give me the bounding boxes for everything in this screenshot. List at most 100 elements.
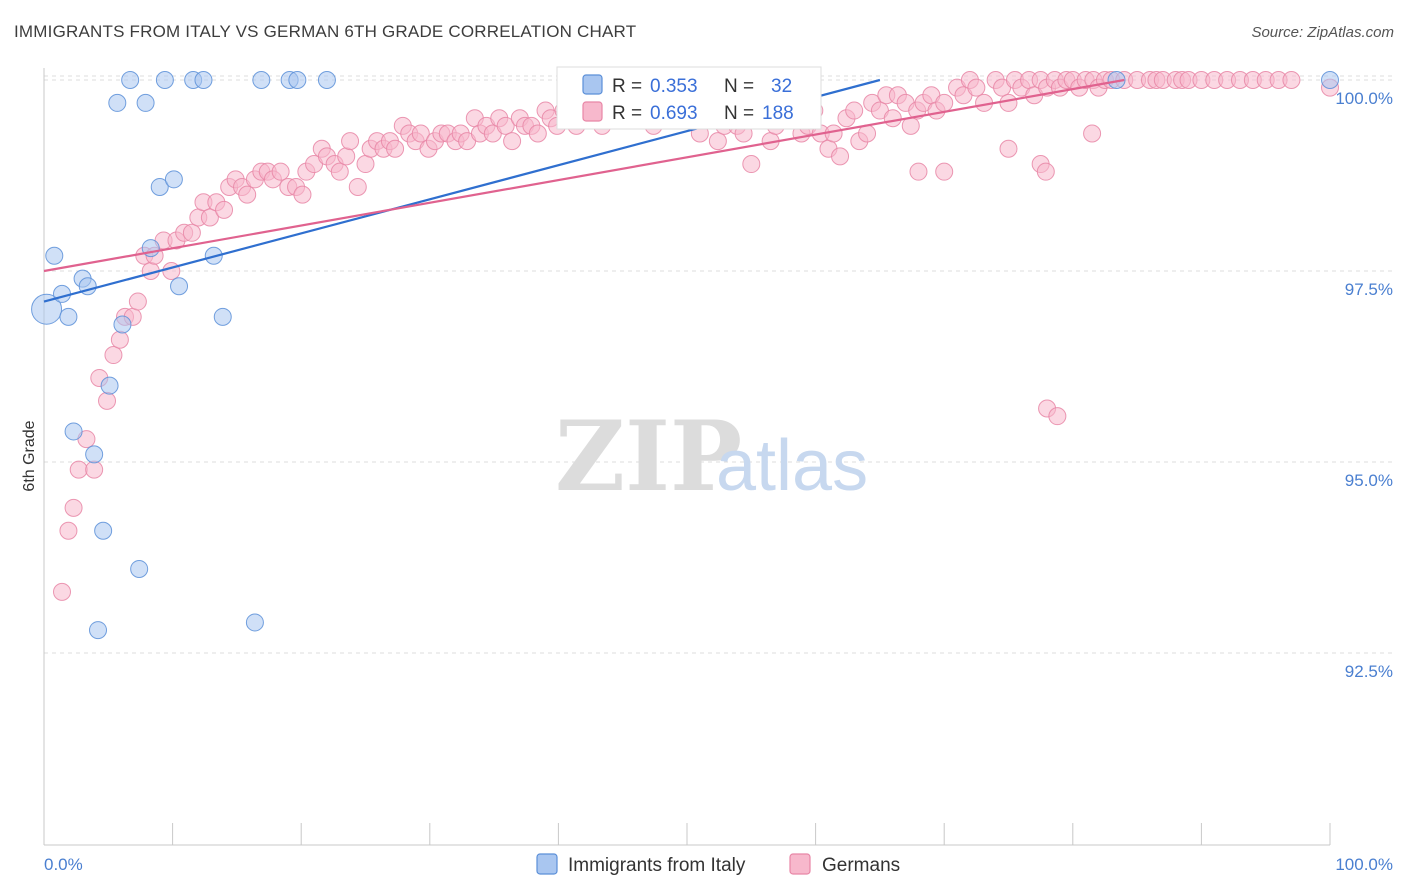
german-point-179	[1048, 407, 1067, 426]
german-point-44	[337, 147, 356, 166]
legend-n-value-italy: 32	[771, 76, 792, 97]
german-point-9	[110, 330, 129, 349]
y-tick-label-1: 95.0%	[1345, 471, 1393, 490]
y-tick-labels: 92.5% 95.0% 97.5% 100.0%	[1335, 89, 1393, 681]
italy-point-12	[113, 315, 132, 334]
legend-swatch-italy	[582, 74, 603, 95]
german-point-23	[200, 208, 219, 227]
italy-point-3	[59, 307, 78, 326]
german-point-1	[59, 521, 78, 540]
italy-point-11	[108, 93, 127, 112]
italy-point-0	[31, 293, 63, 325]
italy-point-13	[121, 71, 140, 89]
italy-point-19	[164, 170, 183, 189]
x-ticks	[43, 823, 1331, 845]
correlation-legend: R = 0.353 N = 32 R = 0.693 N = 188	[556, 66, 822, 130]
y-tick-label-2: 97.5%	[1345, 280, 1393, 299]
italy-point-28	[288, 71, 307, 89]
german-point-25	[215, 200, 234, 219]
legend-r-value-italy: 0.353	[650, 76, 698, 97]
legend-r-value-germans: 0.693	[650, 103, 698, 124]
legend-swatch-germans	[582, 101, 603, 122]
italy-point-17	[150, 177, 169, 196]
chart-title: IMMIGRANTS FROM ITALY VS GERMAN 6TH GRAD…	[14, 22, 637, 41]
german-point-8	[104, 346, 123, 365]
grid-lines	[44, 75, 1393, 654]
german-point-129	[883, 109, 902, 128]
italy-point-26	[252, 71, 271, 89]
german-point-121	[831, 147, 850, 166]
german-point-20	[182, 223, 201, 242]
series-germans	[53, 71, 1339, 601]
trend-line-germans	[43, 78, 1125, 273]
legend-n-value-germans: 188	[762, 103, 794, 124]
german-point-184	[999, 139, 1018, 158]
german-point-0	[53, 582, 72, 601]
italy-point-7	[85, 445, 104, 464]
x-tick-label-min: 0.0%	[44, 855, 83, 874]
german-point-46	[348, 177, 367, 196]
y-tick-label-0: 92.5%	[1345, 662, 1393, 681]
series-legend-label-germans: Germans	[822, 855, 900, 876]
italy-point-24	[213, 307, 232, 326]
german-point-181	[1036, 162, 1055, 181]
series-legend-label-italy: Immigrants from Italy	[568, 855, 746, 876]
italy-point-9	[94, 521, 113, 540]
italy-point-25	[245, 613, 264, 632]
german-point-185	[1083, 124, 1102, 143]
german-point-70	[503, 132, 522, 151]
legend-r-label-italy: R =	[612, 76, 642, 97]
german-point-47	[356, 155, 375, 174]
german-point-102	[708, 132, 727, 151]
italy-point-20	[170, 277, 189, 296]
y-tick-label-3: 100.0%	[1335, 89, 1393, 108]
german-point-187	[742, 155, 761, 174]
series-legend: Immigrants from Italy Germans	[536, 853, 900, 876]
german-point-74	[528, 124, 547, 143]
italy-point-15	[136, 93, 155, 112]
italy-point-8	[89, 621, 108, 640]
x-tick-label-max: 100.0%	[1335, 855, 1393, 874]
series-legend-swatch-italy	[536, 853, 558, 875]
legend-n-label-italy: N =	[724, 76, 754, 97]
italy-point-2	[53, 284, 72, 303]
german-point-52	[386, 139, 405, 158]
italy-point-29	[317, 71, 336, 89]
german-point-45	[341, 132, 360, 151]
german-point-177	[1282, 71, 1301, 89]
italy-point-14	[130, 559, 149, 578]
german-point-2	[64, 498, 83, 517]
watermark-zip: ZIP	[555, 400, 742, 513]
german-point-56	[411, 124, 430, 143]
german-point-34	[271, 162, 290, 181]
italy-point-31	[1321, 71, 1339, 89]
german-point-7	[98, 391, 117, 410]
german-point-141	[967, 78, 986, 97]
legend-n-label-germans: N =	[724, 103, 754, 124]
german-point-29	[238, 185, 257, 204]
italy-point-18	[155, 71, 174, 89]
watermark-atlas: atlas	[716, 426, 868, 506]
legend-r-label-germans: R =	[612, 103, 642, 124]
german-point-3	[69, 460, 88, 479]
italy-point-4	[64, 422, 83, 441]
italy-point-22	[194, 71, 213, 89]
y-axis-label: 6th Grade	[21, 420, 38, 491]
series-legend-swatch-germans	[789, 853, 811, 875]
german-point-145	[999, 93, 1018, 112]
german-point-137	[935, 93, 954, 112]
german-point-17	[162, 262, 181, 280]
german-point-12	[128, 292, 147, 311]
german-point-69	[496, 116, 515, 135]
german-point-43	[330, 162, 349, 181]
german-point-182	[909, 162, 928, 181]
series-immigrants-from-italy	[31, 71, 1339, 640]
german-point-123	[845, 101, 864, 120]
italy-point-1	[45, 246, 64, 265]
italy-point-10	[100, 376, 119, 395]
german-point-183	[935, 162, 954, 181]
german-point-5	[85, 460, 104, 479]
german-point-37	[293, 185, 312, 204]
italy-point-30	[1107, 71, 1126, 89]
